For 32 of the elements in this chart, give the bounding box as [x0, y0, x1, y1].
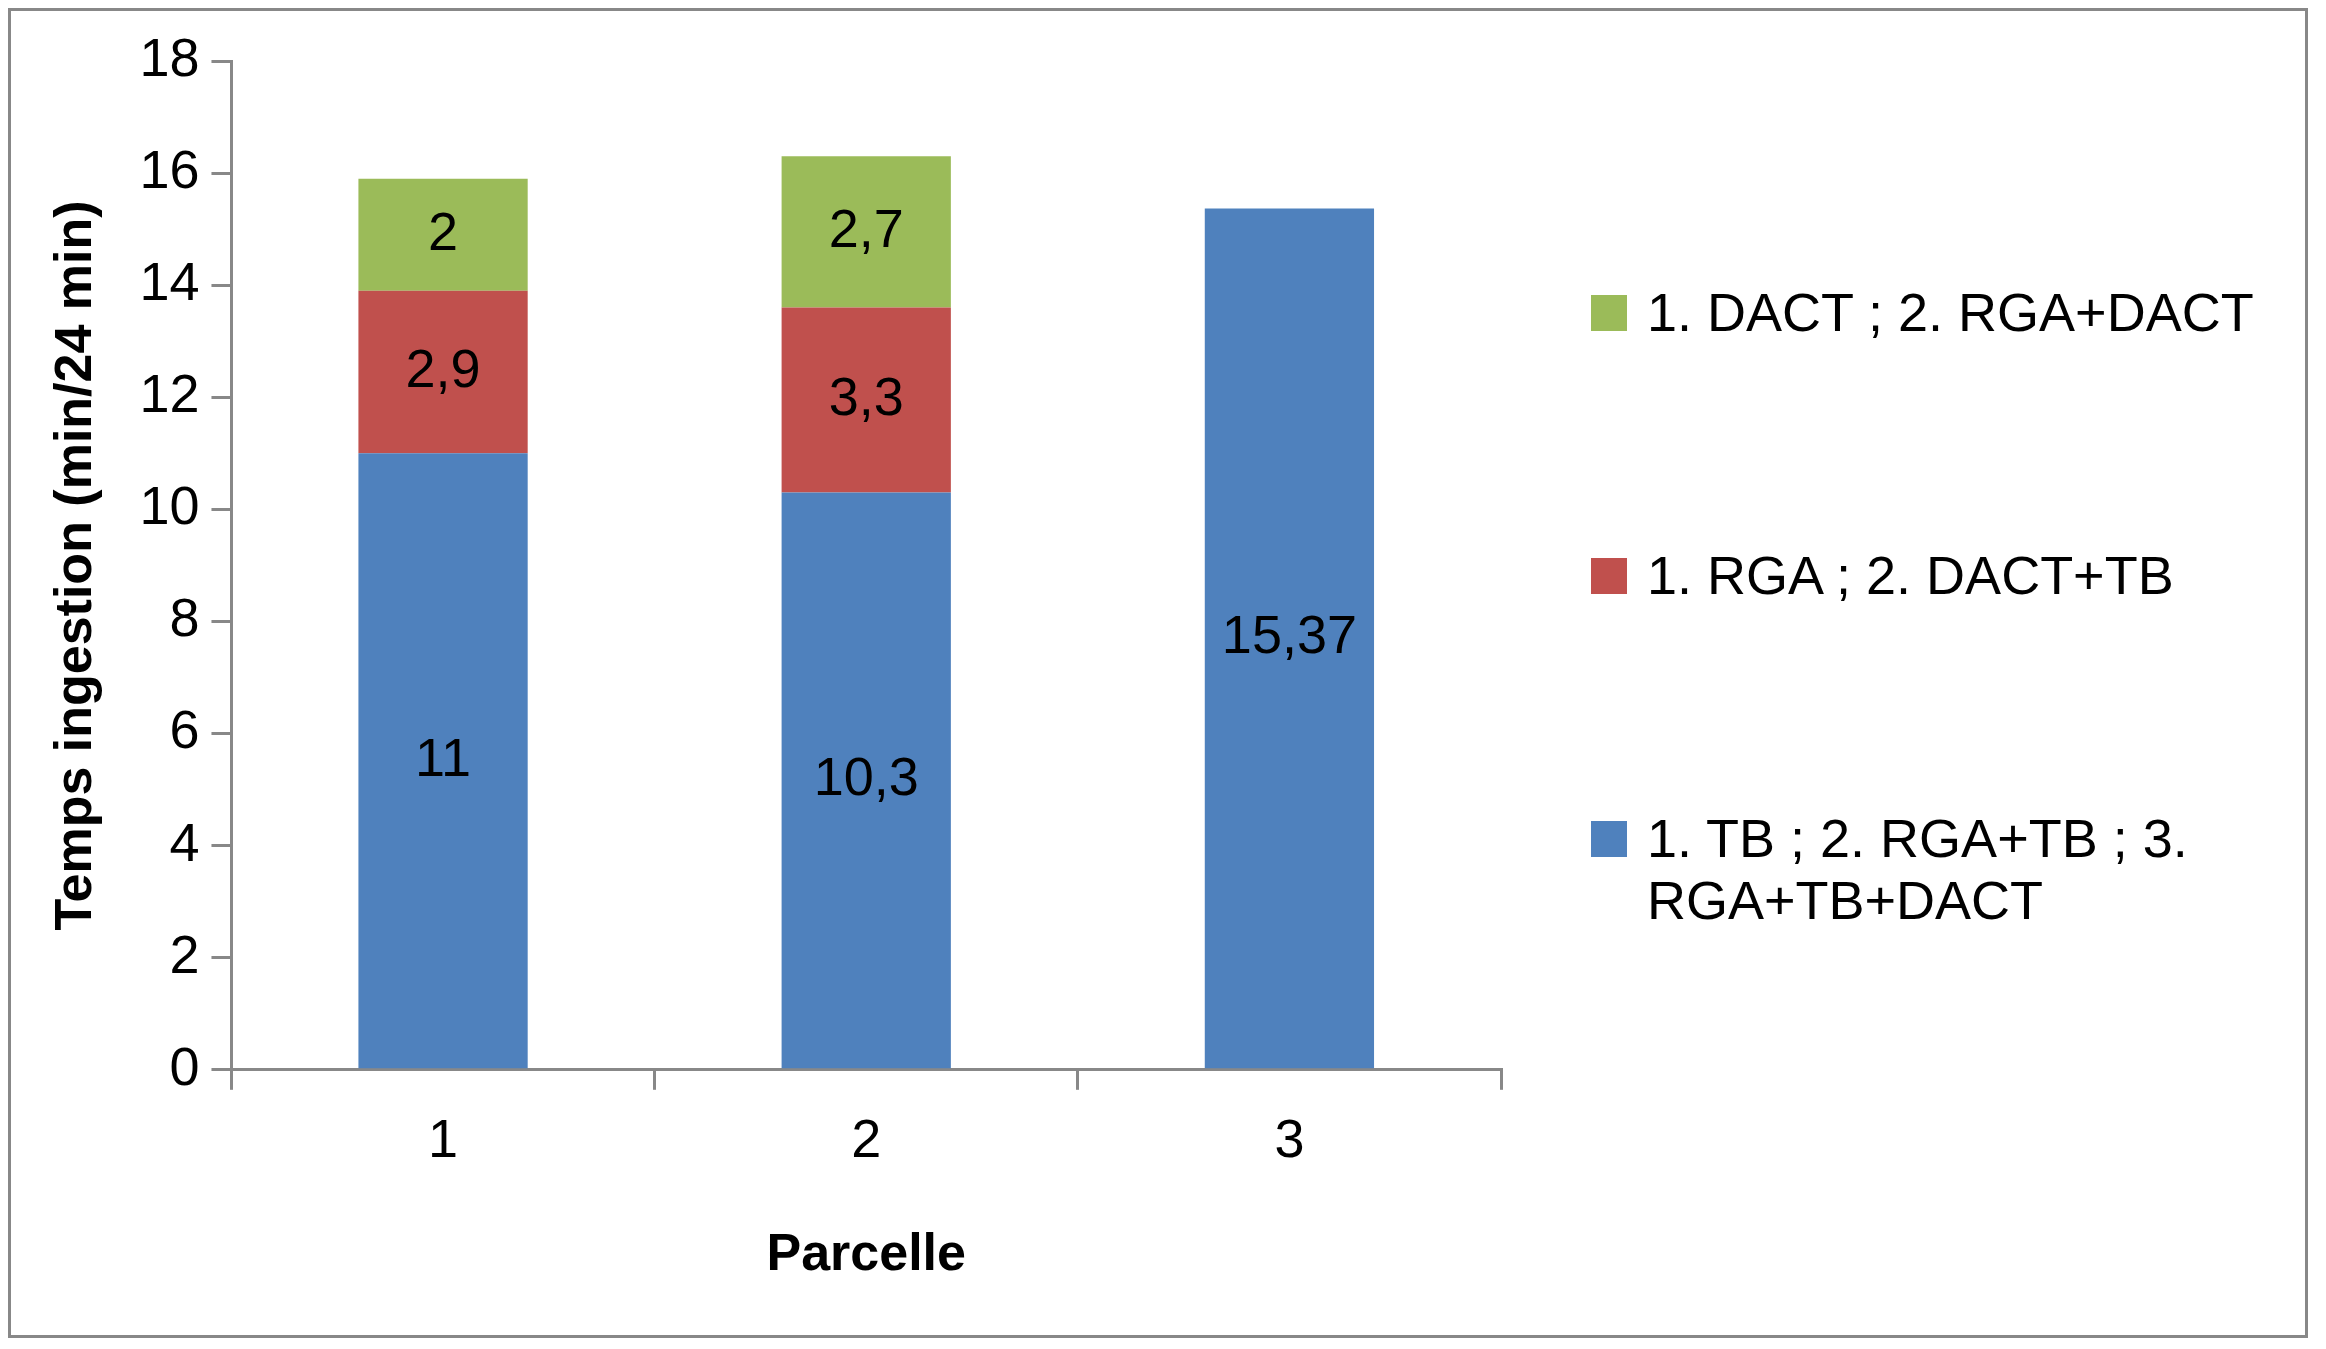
- bar: [358, 178, 528, 291]
- bar: [1204, 208, 1375, 1069]
- y-tick-label: 10: [139, 475, 200, 536]
- legend-label: 1. DACT ; 2. RGA+DACT: [1647, 281, 2254, 344]
- bar: [781, 156, 951, 308]
- x-axis-title: Parcelle: [766, 1223, 966, 1282]
- legend-label: 1. TB ; 2. RGA+TB ; 3. RGA+TB+DACT: [1647, 806, 2189, 931]
- y-tick-label: 2: [169, 923, 200, 984]
- x-tick-label: 3: [1274, 1108, 1305, 1169]
- y-tick-label: 12: [139, 363, 200, 424]
- bar: [781, 492, 951, 1069]
- y-tick-label: 0: [169, 1035, 200, 1096]
- bar: [358, 453, 528, 1069]
- legend-label: 1. RGA ; 2. DACT+TB: [1647, 544, 2174, 606]
- bar: [358, 290, 528, 454]
- y-tick-label: 8: [169, 587, 200, 648]
- bar: [781, 307, 951, 493]
- y-tick-label: 14: [139, 251, 200, 312]
- data-label: 15,37: [1221, 604, 1357, 665]
- y-tick-label: 4: [169, 811, 200, 872]
- y-axis-title: Temps ingestion (min/24 min): [43, 200, 102, 931]
- data-label: 11: [415, 726, 472, 787]
- data-label: 3,3: [828, 365, 904, 426]
- data-label: 2,7: [828, 197, 904, 258]
- data-label: 2: [428, 200, 459, 261]
- x-tick-label: 2: [851, 1108, 882, 1169]
- data-label: 2,9: [405, 337, 481, 398]
- y-tick-label: 16: [139, 138, 200, 199]
- y-tick-label: 6: [169, 699, 200, 760]
- y-tick-label: 18: [139, 26, 200, 87]
- x-tick-label: 1: [428, 1108, 459, 1169]
- data-label: 10,3: [813, 746, 919, 807]
